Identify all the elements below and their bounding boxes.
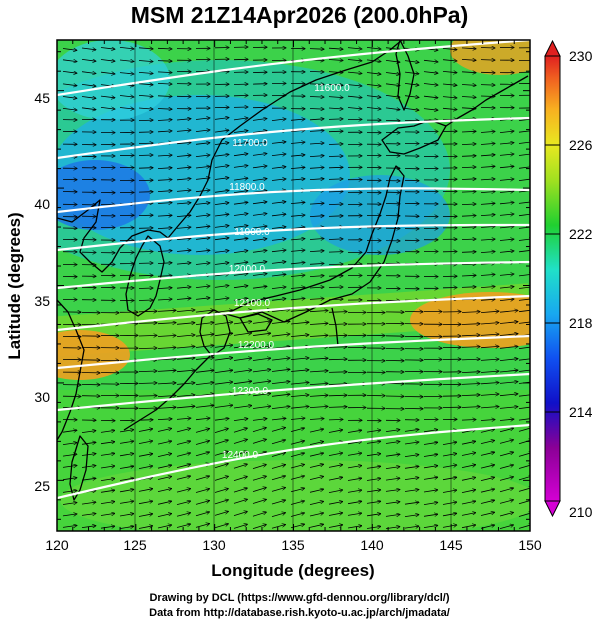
contour-label-12000: 12000.0: [229, 264, 266, 275]
colorbar-top-arrow: [544, 39, 561, 57]
contour-label-12100: 12100.0: [234, 298, 271, 309]
temperature-field-warm-west: [57, 330, 130, 380]
contour-label-11600: 11600.0: [314, 83, 350, 94]
y-tick-25: 25: [34, 478, 50, 494]
x-tick-labels: 120 125 130 135 140 145 150: [45, 537, 542, 553]
coastline-kyushu: [199, 309, 231, 357]
y-axis-title: Latitude (degrees): [5, 212, 24, 359]
coastline-sakhalin: [395, 40, 415, 111]
colorbar-label-210: 210: [569, 504, 593, 520]
map-grid: [134, 40, 452, 531]
coastline-china-east: [57, 299, 85, 441]
x-tick-125: 125: [123, 537, 147, 553]
colorbar-bottom-arrow: [544, 500, 561, 518]
colorbar-label-230: 230: [569, 48, 593, 64]
contour-label-11700: 11700.0: [232, 138, 268, 149]
y-tick-40: 40: [34, 196, 50, 212]
colorbar-label-218: 218: [569, 315, 593, 331]
contour-label-12300: 12300.0: [232, 386, 269, 397]
y-tick-45: 45: [34, 90, 50, 106]
coastline-kuril-islands: [445, 75, 529, 127]
x-tick-130: 130: [202, 537, 226, 553]
credit-data: Data from http://database.rish.kyoto-u.a…: [149, 607, 450, 619]
colorbar: 230 226 222 218 214 210: [544, 39, 593, 520]
colorbar-label-214: 214: [569, 404, 593, 420]
coastline-korea: [125, 235, 165, 317]
contour-labels: 11600.0 11700.0 11800.0 11900.0 12000.0 12100…: [222, 83, 350, 461]
coastline-hokkaido: [381, 119, 447, 155]
temperature-field-warm-east: [410, 292, 530, 348]
y-tick-30: 30: [34, 389, 50, 405]
x-tick-120: 120: [45, 537, 69, 553]
contour-label-11800: 11800.0: [229, 182, 265, 193]
credits: Drawing by DCL (https://www.gfd-dennou.o…: [0, 591, 599, 621]
contour-label-12200: 12200.0: [238, 340, 275, 351]
temperature-field-mild-south: [60, 460, 530, 531]
x-axis-title: Longitude (degrees): [211, 561, 374, 580]
colorbar-label-226: 226: [569, 137, 593, 153]
y-tick-35: 35: [34, 293, 50, 309]
x-tick-140: 140: [360, 537, 384, 553]
temperature-field-warm-ne: [450, 40, 530, 75]
temperature-field-coldest: [57, 160, 150, 230]
plot-area: 11600.0 11700.0 11800.0 11900.0 12000.0 12100…: [57, 40, 530, 531]
coastline-taiwan: [69, 435, 89, 501]
page-title: MSM 21Z14Apr2026 (200.0hPa): [130, 2, 469, 28]
x-tick-150: 150: [518, 537, 542, 553]
colorbar-body: [544, 55, 561, 502]
x-tick-145: 145: [439, 537, 463, 553]
contour-label-11900: 11900.0: [234, 227, 270, 238]
y-tick-labels: 25 30 35 40 45: [34, 90, 50, 494]
coastline-izu-islands: [331, 307, 339, 347]
coastline-shikoku: [239, 313, 273, 333]
x-tick-135: 135: [281, 537, 305, 553]
credit-drawing: Drawing by DCL (https://www.gfd-dennou.o…: [149, 592, 450, 604]
colorbar-label-222: 222: [569, 226, 593, 242]
axis-ticks: [56, 40, 531, 531]
coastline-honshu: [225, 165, 405, 323]
coastline-ryukyu-islands: [123, 355, 211, 431]
contour-label-12400: 12400.0: [222, 450, 259, 461]
